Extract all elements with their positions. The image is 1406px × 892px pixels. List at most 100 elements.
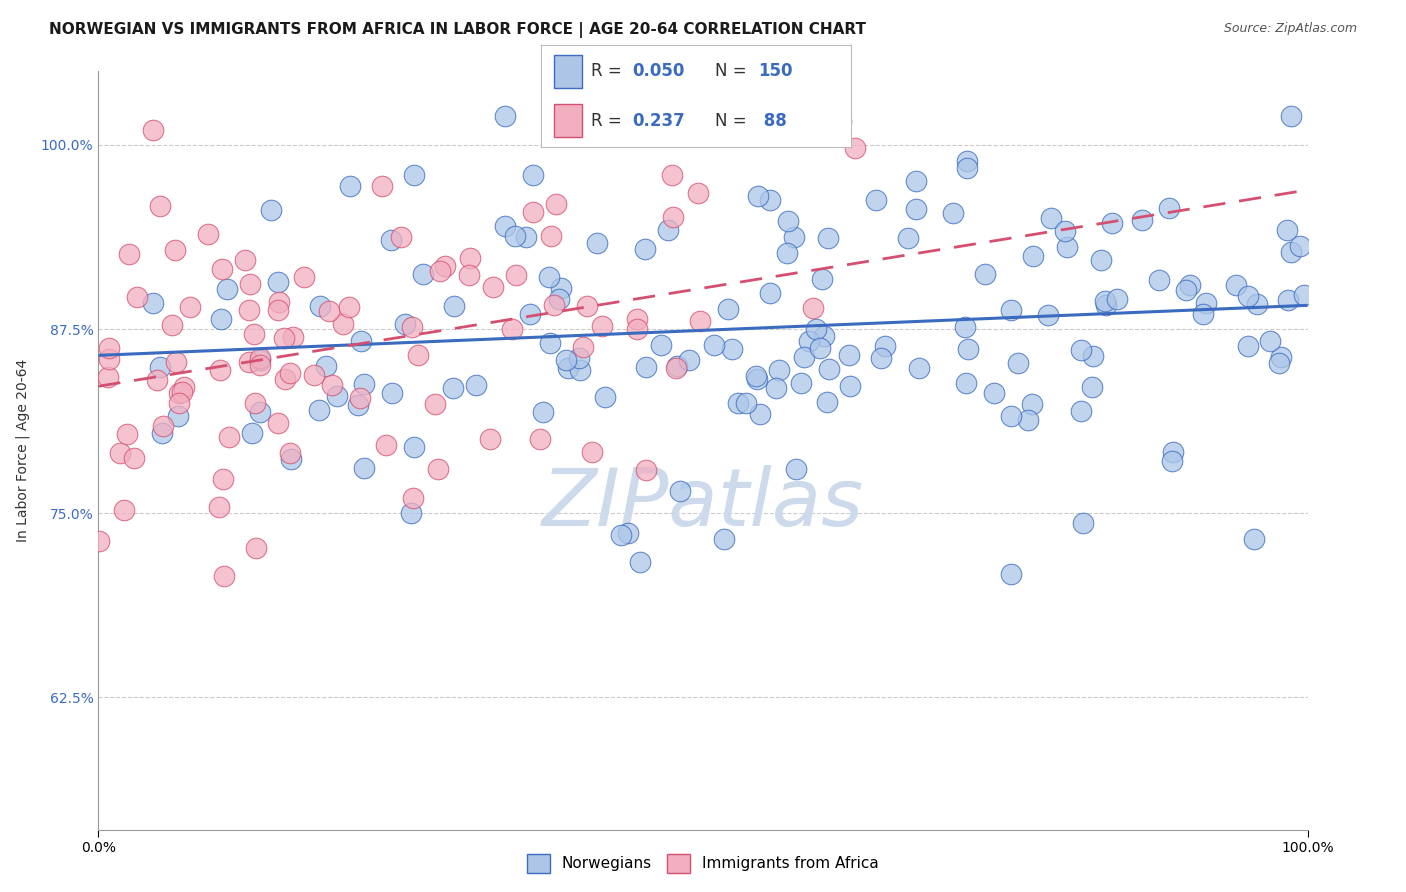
Point <box>1180 278 1202 293</box>
Point <box>956 154 979 169</box>
Point <box>505 268 527 282</box>
Point <box>238 303 260 318</box>
Point <box>522 168 544 182</box>
Point <box>503 229 526 244</box>
Point <box>515 230 537 244</box>
Point <box>839 378 862 392</box>
Point <box>249 351 271 365</box>
Point <box>689 314 711 328</box>
Text: 0.050: 0.050 <box>633 62 685 80</box>
Point <box>727 396 749 410</box>
Point <box>665 360 688 375</box>
Point <box>544 197 567 211</box>
Point <box>758 193 780 207</box>
Point <box>267 416 290 430</box>
Point <box>1000 409 1022 423</box>
Point <box>494 109 516 123</box>
Point <box>540 229 562 244</box>
Point <box>716 302 738 317</box>
Point <box>125 290 148 304</box>
Point <box>375 438 398 452</box>
Point <box>765 381 787 395</box>
Point <box>249 353 271 368</box>
Point <box>402 491 425 506</box>
Point <box>152 419 174 434</box>
Point <box>434 259 457 273</box>
Point <box>1095 297 1118 311</box>
Point <box>554 352 576 367</box>
Text: R =: R = <box>591 62 627 80</box>
Point <box>243 395 266 409</box>
Point <box>1000 566 1022 581</box>
Point <box>813 109 835 123</box>
Point <box>150 426 173 441</box>
Point <box>389 230 412 244</box>
Point <box>768 362 790 376</box>
Point <box>118 247 141 261</box>
Point <box>665 359 688 373</box>
Point <box>793 351 815 365</box>
Point <box>815 394 838 409</box>
Point <box>353 377 375 392</box>
Point <box>543 298 565 312</box>
Point <box>657 222 679 236</box>
Point <box>1094 294 1116 309</box>
Point <box>214 569 236 583</box>
Point <box>810 341 832 355</box>
Text: 0.237: 0.237 <box>633 112 685 129</box>
Point <box>568 363 591 377</box>
Point <box>501 322 523 336</box>
Point <box>339 178 361 193</box>
Point <box>531 405 554 419</box>
Point <box>1237 289 1260 303</box>
Point <box>292 270 315 285</box>
Point <box>165 354 187 368</box>
Point <box>89 534 111 549</box>
Point <box>610 527 633 541</box>
Point <box>278 366 301 380</box>
Point <box>626 321 648 335</box>
Point <box>955 376 977 391</box>
Point <box>283 329 305 343</box>
Point <box>776 245 799 260</box>
Point <box>160 318 183 332</box>
Point <box>789 376 811 390</box>
Point <box>443 299 465 313</box>
Point <box>713 532 735 546</box>
Point <box>274 372 297 386</box>
Point <box>661 168 683 182</box>
Point <box>404 440 426 454</box>
Point <box>349 391 371 405</box>
Point <box>142 296 165 310</box>
Point <box>478 433 501 447</box>
Point <box>165 244 187 258</box>
Point <box>1007 356 1029 370</box>
Point <box>233 253 256 268</box>
Point <box>115 427 138 442</box>
Text: 88: 88 <box>758 112 786 129</box>
Point <box>318 303 340 318</box>
Point <box>1279 245 1302 260</box>
Point <box>458 251 481 265</box>
Point <box>703 337 725 351</box>
Text: N =: N = <box>714 112 751 129</box>
Point <box>1260 334 1282 348</box>
Point <box>249 359 271 373</box>
Point <box>402 168 425 182</box>
Point <box>778 214 800 228</box>
Point <box>146 374 169 388</box>
Point <box>811 271 834 285</box>
Point <box>593 390 616 404</box>
Point <box>245 541 267 555</box>
Point <box>239 277 262 292</box>
Point <box>211 261 233 276</box>
Point <box>956 161 979 176</box>
Point <box>1036 308 1059 322</box>
Point <box>817 362 839 376</box>
Point <box>1105 292 1128 306</box>
Point <box>380 233 402 247</box>
Point <box>122 451 145 466</box>
Point <box>1090 252 1112 267</box>
Point <box>167 395 190 409</box>
Point <box>662 210 685 224</box>
